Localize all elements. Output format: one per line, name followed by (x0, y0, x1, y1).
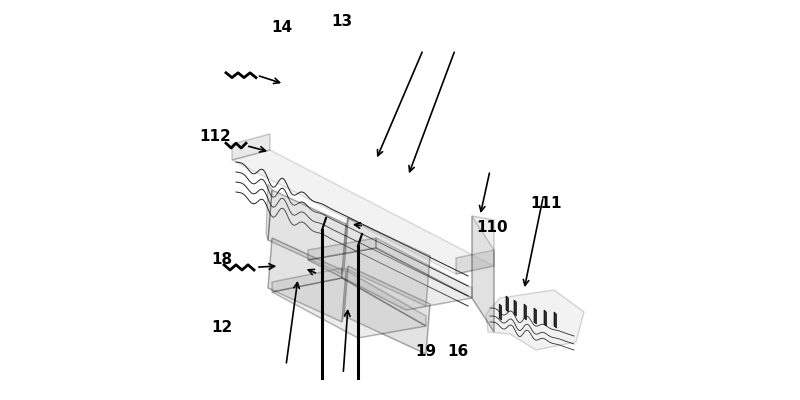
Polygon shape (344, 266, 430, 354)
Polygon shape (514, 300, 517, 316)
Polygon shape (524, 304, 526, 320)
Text: 13: 13 (331, 14, 353, 30)
Polygon shape (544, 310, 546, 326)
Polygon shape (456, 250, 494, 274)
Polygon shape (472, 216, 494, 332)
Text: 110: 110 (476, 220, 508, 236)
Text: 111: 111 (530, 196, 562, 212)
Polygon shape (342, 218, 348, 274)
Polygon shape (344, 218, 430, 306)
Polygon shape (308, 248, 472, 310)
Polygon shape (376, 238, 472, 298)
Polygon shape (308, 238, 376, 260)
Polygon shape (232, 150, 494, 274)
Text: 14: 14 (271, 20, 293, 36)
Polygon shape (342, 266, 348, 322)
Polygon shape (232, 134, 270, 160)
Text: 18: 18 (211, 252, 233, 268)
Text: 19: 19 (415, 344, 437, 360)
Polygon shape (268, 238, 346, 322)
Polygon shape (472, 216, 494, 332)
Polygon shape (342, 268, 426, 326)
Polygon shape (499, 304, 502, 320)
Polygon shape (268, 190, 346, 274)
Polygon shape (534, 308, 536, 324)
Polygon shape (486, 290, 584, 350)
Polygon shape (266, 184, 272, 240)
Text: 12: 12 (211, 320, 233, 336)
Polygon shape (506, 296, 509, 312)
Polygon shape (554, 312, 557, 328)
Text: 112: 112 (199, 128, 231, 144)
Polygon shape (272, 278, 426, 338)
Text: 16: 16 (447, 344, 469, 360)
Polygon shape (272, 268, 342, 292)
